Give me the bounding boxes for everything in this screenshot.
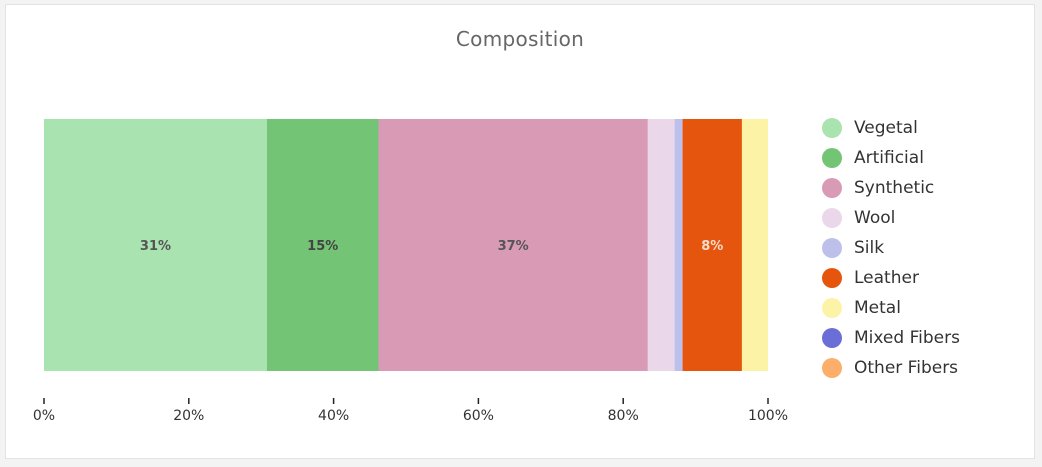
legend-label: Other Fibers [854, 358, 959, 378]
legend-label: Wool [854, 208, 896, 228]
legend-label: Silk [854, 238, 885, 258]
legend: Vegetal Artificial Synthetic Wool Silk Leathe… [822, 113, 960, 383]
legend-swatch [822, 178, 842, 198]
legend-item-leather[interactable]: Leather [822, 263, 960, 293]
legend-label: Synthetic [854, 178, 935, 198]
bar-segment-synthetic[interactable] [378, 119, 648, 371]
legend-swatch [822, 148, 842, 168]
legend-item-synthetic[interactable]: Synthetic [822, 173, 960, 203]
legend-item-wool[interactable]: Wool [822, 203, 960, 233]
legend-item-silk[interactable]: Silk [822, 233, 960, 263]
legend-item-mixed-fibers[interactable]: Mixed Fibers [822, 323, 960, 353]
legend-swatch [822, 298, 842, 318]
x-tick-label: 60% [463, 408, 494, 424]
x-tick-label: 100% [748, 408, 788, 424]
data-label-leather: 8% [701, 239, 723, 254]
bar-segment-vegetal[interactable] [44, 119, 267, 371]
legend-swatch [822, 358, 842, 378]
legend-label: Vegetal [854, 118, 918, 138]
bar-segment-leather[interactable] [682, 119, 742, 371]
data-label-synthetic: 37% [498, 239, 529, 254]
legend-label: Mixed Fibers [854, 328, 960, 348]
legend-label: Artificial [854, 148, 924, 168]
x-tick-label: 20% [173, 408, 204, 424]
bar-segment-wool[interactable] [647, 119, 675, 371]
bar-segment-metal[interactable] [741, 119, 768, 371]
legend-swatch [822, 208, 842, 228]
chart-title: Composition [455, 27, 585, 51]
legend-item-other-fibers[interactable]: Other Fibers [822, 353, 960, 383]
stacked-bar-chart: 31% 15% 37% 8% 0% 20% 40% 60% 80% 100% [33, 119, 788, 424]
legend-item-artificial[interactable]: Artificial [822, 143, 960, 173]
x-tick-label: 80% [608, 408, 639, 424]
legend-label: Leather [854, 268, 919, 288]
x-tick-label: 0% [33, 408, 55, 424]
chart-card: Composition 31% 15% 37% 8% 0% 20% 40% 60% 80% 100… [5, 4, 1035, 459]
data-label-artificial: 15% [307, 239, 338, 254]
bar-segment-artificial[interactable] [266, 119, 379, 371]
legend-swatch [822, 118, 842, 138]
legend-swatch [822, 238, 842, 258]
data-label-vegetal: 31% [140, 239, 171, 254]
legend-swatch [822, 268, 842, 288]
x-tick-label: 40% [318, 408, 349, 424]
legend-label: Metal [854, 298, 901, 318]
legend-item-metal[interactable]: Metal [822, 293, 960, 323]
legend-item-vegetal[interactable]: Vegetal [822, 113, 960, 143]
legend-swatch [822, 328, 842, 348]
bar-segment-silk[interactable] [674, 119, 683, 371]
